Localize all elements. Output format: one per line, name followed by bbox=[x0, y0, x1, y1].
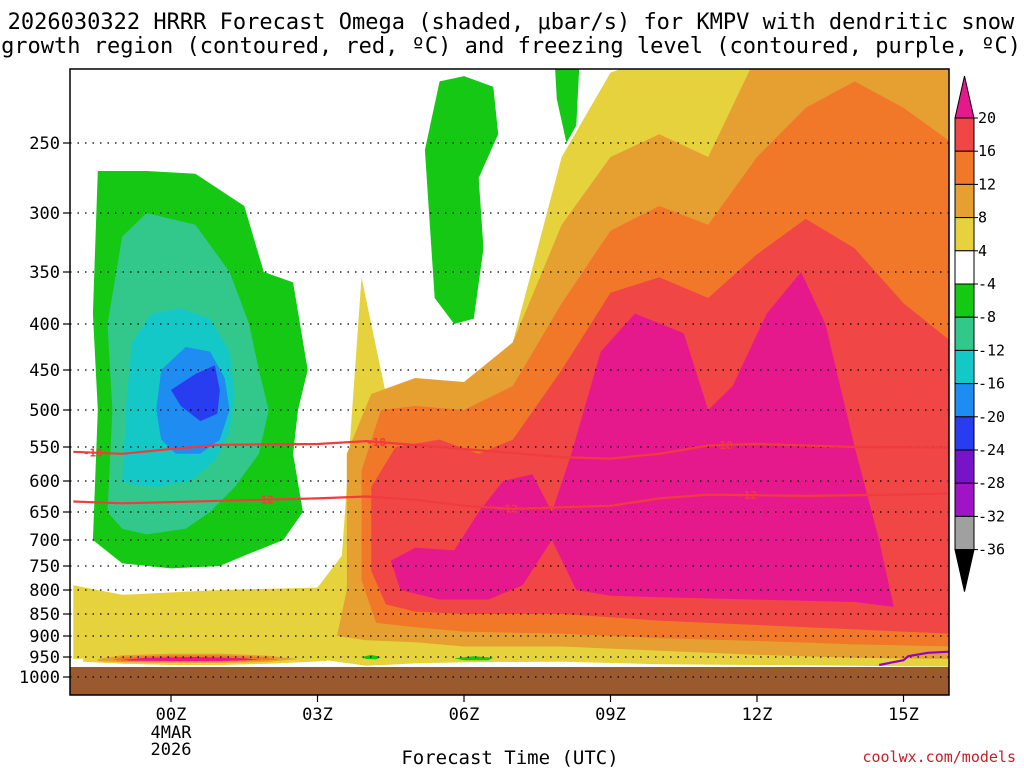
contour-label--18-2: -18 bbox=[713, 439, 733, 452]
chart-title-line-1: 2026030322 HRRR Forecast Omega (shaded, … bbox=[8, 10, 1015, 35]
y-tick-label-600: 600 bbox=[29, 472, 60, 492]
colorbar-label--24: -24 bbox=[978, 441, 1005, 459]
contour-label--12-1: -12 bbox=[498, 503, 518, 516]
contour--12 bbox=[73, 492, 949, 511]
y-tick-label-300: 300 bbox=[29, 204, 60, 224]
x-tick-label-15Z: 15Z bbox=[888, 705, 919, 725]
plot-frame bbox=[69, 68, 950, 696]
omega-region-descent-west-20 bbox=[171, 365, 220, 422]
colorbar-label-12: 12 bbox=[978, 175, 996, 193]
colorbar-band--36 to -32 bbox=[954, 515, 975, 551]
y-tick-label-850: 850 bbox=[29, 605, 60, 625]
omega-region-descent-top-4 bbox=[555, 69, 580, 143]
colorbar-label--4: -4 bbox=[978, 275, 996, 293]
x-tick-label-12Z: 12Z bbox=[742, 705, 773, 725]
colorbar-label--20: -20 bbox=[978, 408, 1005, 426]
contour-label--18-0: -18 bbox=[83, 447, 103, 460]
colorbar: 20 16 12 8 4 -4 -8 -12 -16 -20 -24 -28 -32 -36 bbox=[954, 75, 1005, 592]
y-tick-label-250: 250 bbox=[29, 134, 60, 154]
colorbar-band-4 to 8 bbox=[954, 217, 975, 252]
contour-label--12-0: -12 bbox=[254, 494, 274, 507]
contour-label--12-2: -12 bbox=[737, 489, 757, 502]
contour-labels: -18 -18 -18 -12 -12 -12 bbox=[83, 436, 757, 516]
colorbar-band--28 to -24 bbox=[954, 449, 975, 484]
y-tick-label-750: 750 bbox=[29, 557, 60, 577]
colorbar-band->20 bbox=[954, 75, 975, 119]
y-tick-label-550: 550 bbox=[29, 438, 60, 458]
y-tick-label-400: 400 bbox=[29, 315, 60, 335]
colorbar-band--16 to -12 bbox=[954, 349, 975, 385]
y-tick-label-350: 350 bbox=[29, 263, 60, 283]
x-tick-year: 2026 bbox=[151, 740, 192, 760]
contour--18 bbox=[73, 439, 949, 460]
x-tick-label-00Z: 00Z bbox=[156, 705, 187, 725]
colorbar-label--8: -8 bbox=[978, 308, 996, 326]
y-tick-label-800: 800 bbox=[29, 581, 60, 601]
x-tick-date: 4MAR bbox=[151, 723, 193, 743]
y-tick-label-950: 950 bbox=[29, 648, 60, 668]
contour-freezing-level bbox=[878, 650, 949, 667]
x-tick-label-03Z: 03Z bbox=[302, 705, 333, 725]
y-tick-label-500: 500 bbox=[29, 401, 60, 421]
colorbar-label-16: 16 bbox=[978, 142, 996, 160]
temperature-contours bbox=[73, 439, 949, 667]
colorbar-label-8: 8 bbox=[978, 209, 987, 227]
x-axis-label: Forecast Time (UTC) bbox=[401, 747, 618, 768]
y-tick-label-1000: 1000 bbox=[19, 668, 60, 688]
colorbar-label--12: -12 bbox=[978, 341, 1005, 359]
colorbar-label--36: -36 bbox=[978, 541, 1005, 559]
colorbar-label--32: -32 bbox=[978, 507, 1005, 525]
colorbar-band-8 to 12 bbox=[954, 183, 975, 219]
colorbar-label--16: -16 bbox=[978, 375, 1005, 393]
y-tick-label-450: 450 bbox=[29, 361, 60, 381]
colorbar-label--28: -28 bbox=[978, 474, 1005, 492]
chart-title-line-2: growth region (contoured, red, ºC) and f… bbox=[1, 34, 1021, 59]
ground-surface bbox=[70, 667, 949, 695]
y-tick-label-700: 700 bbox=[29, 531, 60, 551]
y-tick-label-900: 900 bbox=[29, 627, 60, 647]
contour-label--18-1: -18 bbox=[366, 436, 386, 449]
y-tick-label-650: 650 bbox=[29, 503, 60, 523]
omega-region-low-ascent-20 bbox=[122, 657, 259, 661]
y-axis-pressure: 2503003504004505005506006507007508008509… bbox=[19, 134, 70, 688]
colorbar-band--12 to -8 bbox=[954, 316, 975, 351]
colorbar-band--4 to 4 bbox=[954, 250, 975, 285]
omega-region-descent-upper-4 bbox=[424, 76, 499, 324]
colorbar-band--32 to -28 bbox=[954, 482, 975, 517]
colorbar-band-12 to 16 bbox=[954, 150, 975, 185]
colorbar-label-4: 4 bbox=[978, 242, 987, 260]
x-tick-label-06Z: 06Z bbox=[449, 705, 480, 725]
colorbar-band--20 to -16 bbox=[954, 383, 975, 418]
omega-region-ascent-20 bbox=[390, 272, 894, 607]
x-tick-label-09Z: 09Z bbox=[595, 705, 626, 725]
colorbar-label-20: 20 bbox=[978, 109, 996, 127]
credit-text: coolwx.com/models bbox=[862, 748, 1016, 766]
colorbar-band--24 to -20 bbox=[954, 416, 975, 451]
colorbar-band-16 to 20 bbox=[954, 117, 975, 152]
omega-shading bbox=[73, 69, 949, 667]
colorbar-band--8 to -4 bbox=[954, 283, 975, 318]
colorbar-band-below-min bbox=[954, 549, 975, 592]
